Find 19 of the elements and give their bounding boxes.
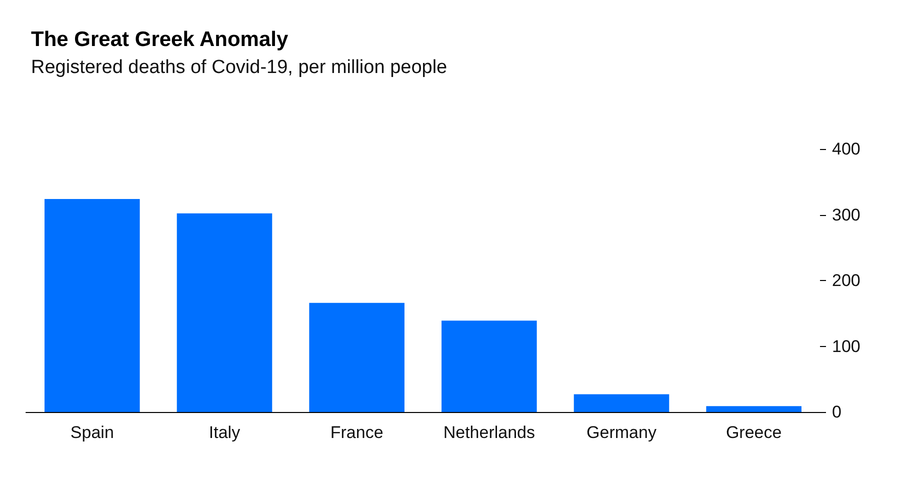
x-tick-label: Netherlands bbox=[443, 423, 536, 442]
x-tick-label: Greece bbox=[726, 423, 782, 442]
x-tick-label: Germany bbox=[586, 423, 657, 442]
chart-subtitle: Registered deaths of Covid-19, per million people bbox=[31, 57, 448, 78]
y-tick-label: 100 bbox=[832, 336, 860, 356]
x-tick-label: Italy bbox=[208, 423, 241, 442]
bar bbox=[574, 394, 670, 412]
bar bbox=[442, 320, 537, 412]
x-tick-label: France bbox=[330, 423, 384, 442]
y-tick-label: 0 bbox=[832, 402, 842, 422]
bar bbox=[309, 302, 404, 412]
bar bbox=[706, 406, 802, 412]
bar bbox=[44, 198, 140, 412]
y-tick-label: 300 bbox=[832, 205, 860, 224]
x-tick-label: Spain bbox=[70, 423, 114, 442]
y-tick-label: 200 bbox=[832, 271, 860, 290]
bar bbox=[176, 213, 272, 412]
y-tick-label: 400 bbox=[832, 140, 860, 158]
chart-title: The Great Greek Anomaly bbox=[31, 28, 288, 51]
